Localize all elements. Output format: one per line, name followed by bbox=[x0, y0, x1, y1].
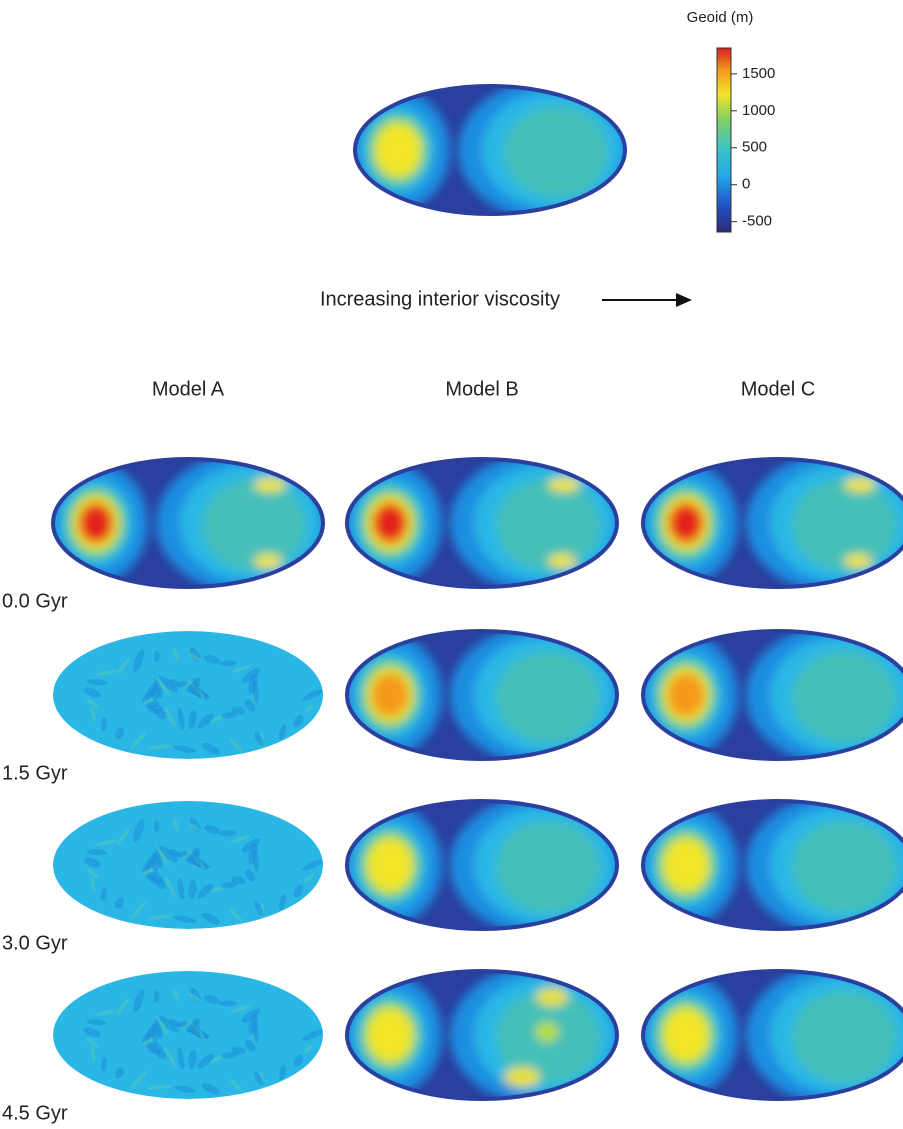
map-body bbox=[53, 631, 325, 759]
left-blob bbox=[375, 505, 406, 541]
left-blob bbox=[671, 505, 702, 541]
map-field bbox=[338, 965, 630, 1105]
left-blob bbox=[368, 1009, 412, 1061]
colorbar-label: Geoid (m) bbox=[687, 9, 754, 26]
row-label: 1.5 Gyr bbox=[2, 762, 68, 784]
left-blob bbox=[81, 505, 112, 541]
figure: Geoid (m) Increasing interior viscosity … bbox=[0, 0, 903, 1129]
geoid-map bbox=[634, 625, 903, 765]
colorbar-tick-label: 1500 bbox=[742, 65, 775, 82]
geoid-map bbox=[338, 965, 630, 1105]
row-label: 3.0 Gyr bbox=[2, 932, 68, 954]
map-field bbox=[338, 453, 630, 593]
geoid-map bbox=[634, 965, 903, 1105]
map-field bbox=[338, 795, 630, 935]
arrow-head bbox=[676, 293, 692, 307]
spot bbox=[504, 1067, 540, 1087]
map-field bbox=[44, 453, 336, 593]
map-body bbox=[53, 801, 325, 929]
colorbar-tick-label: 1000 bbox=[742, 102, 775, 119]
colorbar bbox=[717, 48, 731, 232]
map-body bbox=[53, 971, 325, 1099]
left-blob bbox=[664, 1009, 708, 1061]
map-field bbox=[346, 80, 638, 220]
geoid-map bbox=[44, 453, 336, 593]
geoid-map bbox=[53, 631, 325, 759]
geoid-map bbox=[338, 453, 630, 593]
spot bbox=[254, 478, 286, 492]
map-body bbox=[346, 80, 638, 220]
left-blob bbox=[664, 839, 708, 891]
arrow-label: Increasing interior viscosity bbox=[320, 288, 560, 310]
geoid-map bbox=[53, 801, 325, 929]
geoid-map bbox=[53, 971, 325, 1099]
map-body bbox=[338, 453, 630, 593]
right-region bbox=[792, 821, 896, 913]
geoid-map bbox=[634, 453, 903, 593]
spot bbox=[536, 988, 568, 1006]
right-region bbox=[496, 479, 600, 571]
geoid-map bbox=[346, 80, 638, 220]
spot bbox=[548, 554, 576, 568]
right-region bbox=[496, 821, 600, 913]
geoid-map bbox=[338, 795, 630, 935]
map-field bbox=[338, 625, 630, 765]
spot bbox=[254, 554, 282, 568]
left-blob bbox=[376, 124, 420, 176]
right-region bbox=[496, 651, 600, 743]
colorbar-tick-label: 500 bbox=[742, 139, 767, 156]
left-blob bbox=[368, 839, 412, 891]
column-label: Model B bbox=[445, 378, 518, 400]
colorbar-tick-label: -500 bbox=[742, 213, 772, 230]
column-label: Model A bbox=[152, 378, 225, 400]
right-region bbox=[792, 479, 896, 571]
left-blob bbox=[667, 673, 704, 717]
map-body bbox=[338, 625, 630, 765]
right-region bbox=[202, 479, 306, 571]
spot bbox=[844, 554, 872, 568]
geoid-map bbox=[634, 795, 903, 935]
column-label: Model C bbox=[741, 378, 815, 400]
map-body bbox=[44, 453, 336, 593]
map-body bbox=[338, 965, 630, 1105]
spot bbox=[844, 478, 876, 492]
right-region bbox=[792, 651, 896, 743]
row-label: 0.0 Gyr bbox=[2, 590, 68, 612]
right-region bbox=[792, 991, 896, 1083]
geoid-map bbox=[338, 625, 630, 765]
map-body bbox=[338, 795, 630, 935]
spot bbox=[535, 1022, 559, 1042]
left-blob bbox=[371, 673, 408, 717]
row-label: 4.5 Gyr bbox=[2, 1102, 68, 1124]
right-region bbox=[504, 106, 608, 198]
colorbar-tick-label: 0 bbox=[742, 176, 750, 193]
spot bbox=[548, 478, 580, 492]
